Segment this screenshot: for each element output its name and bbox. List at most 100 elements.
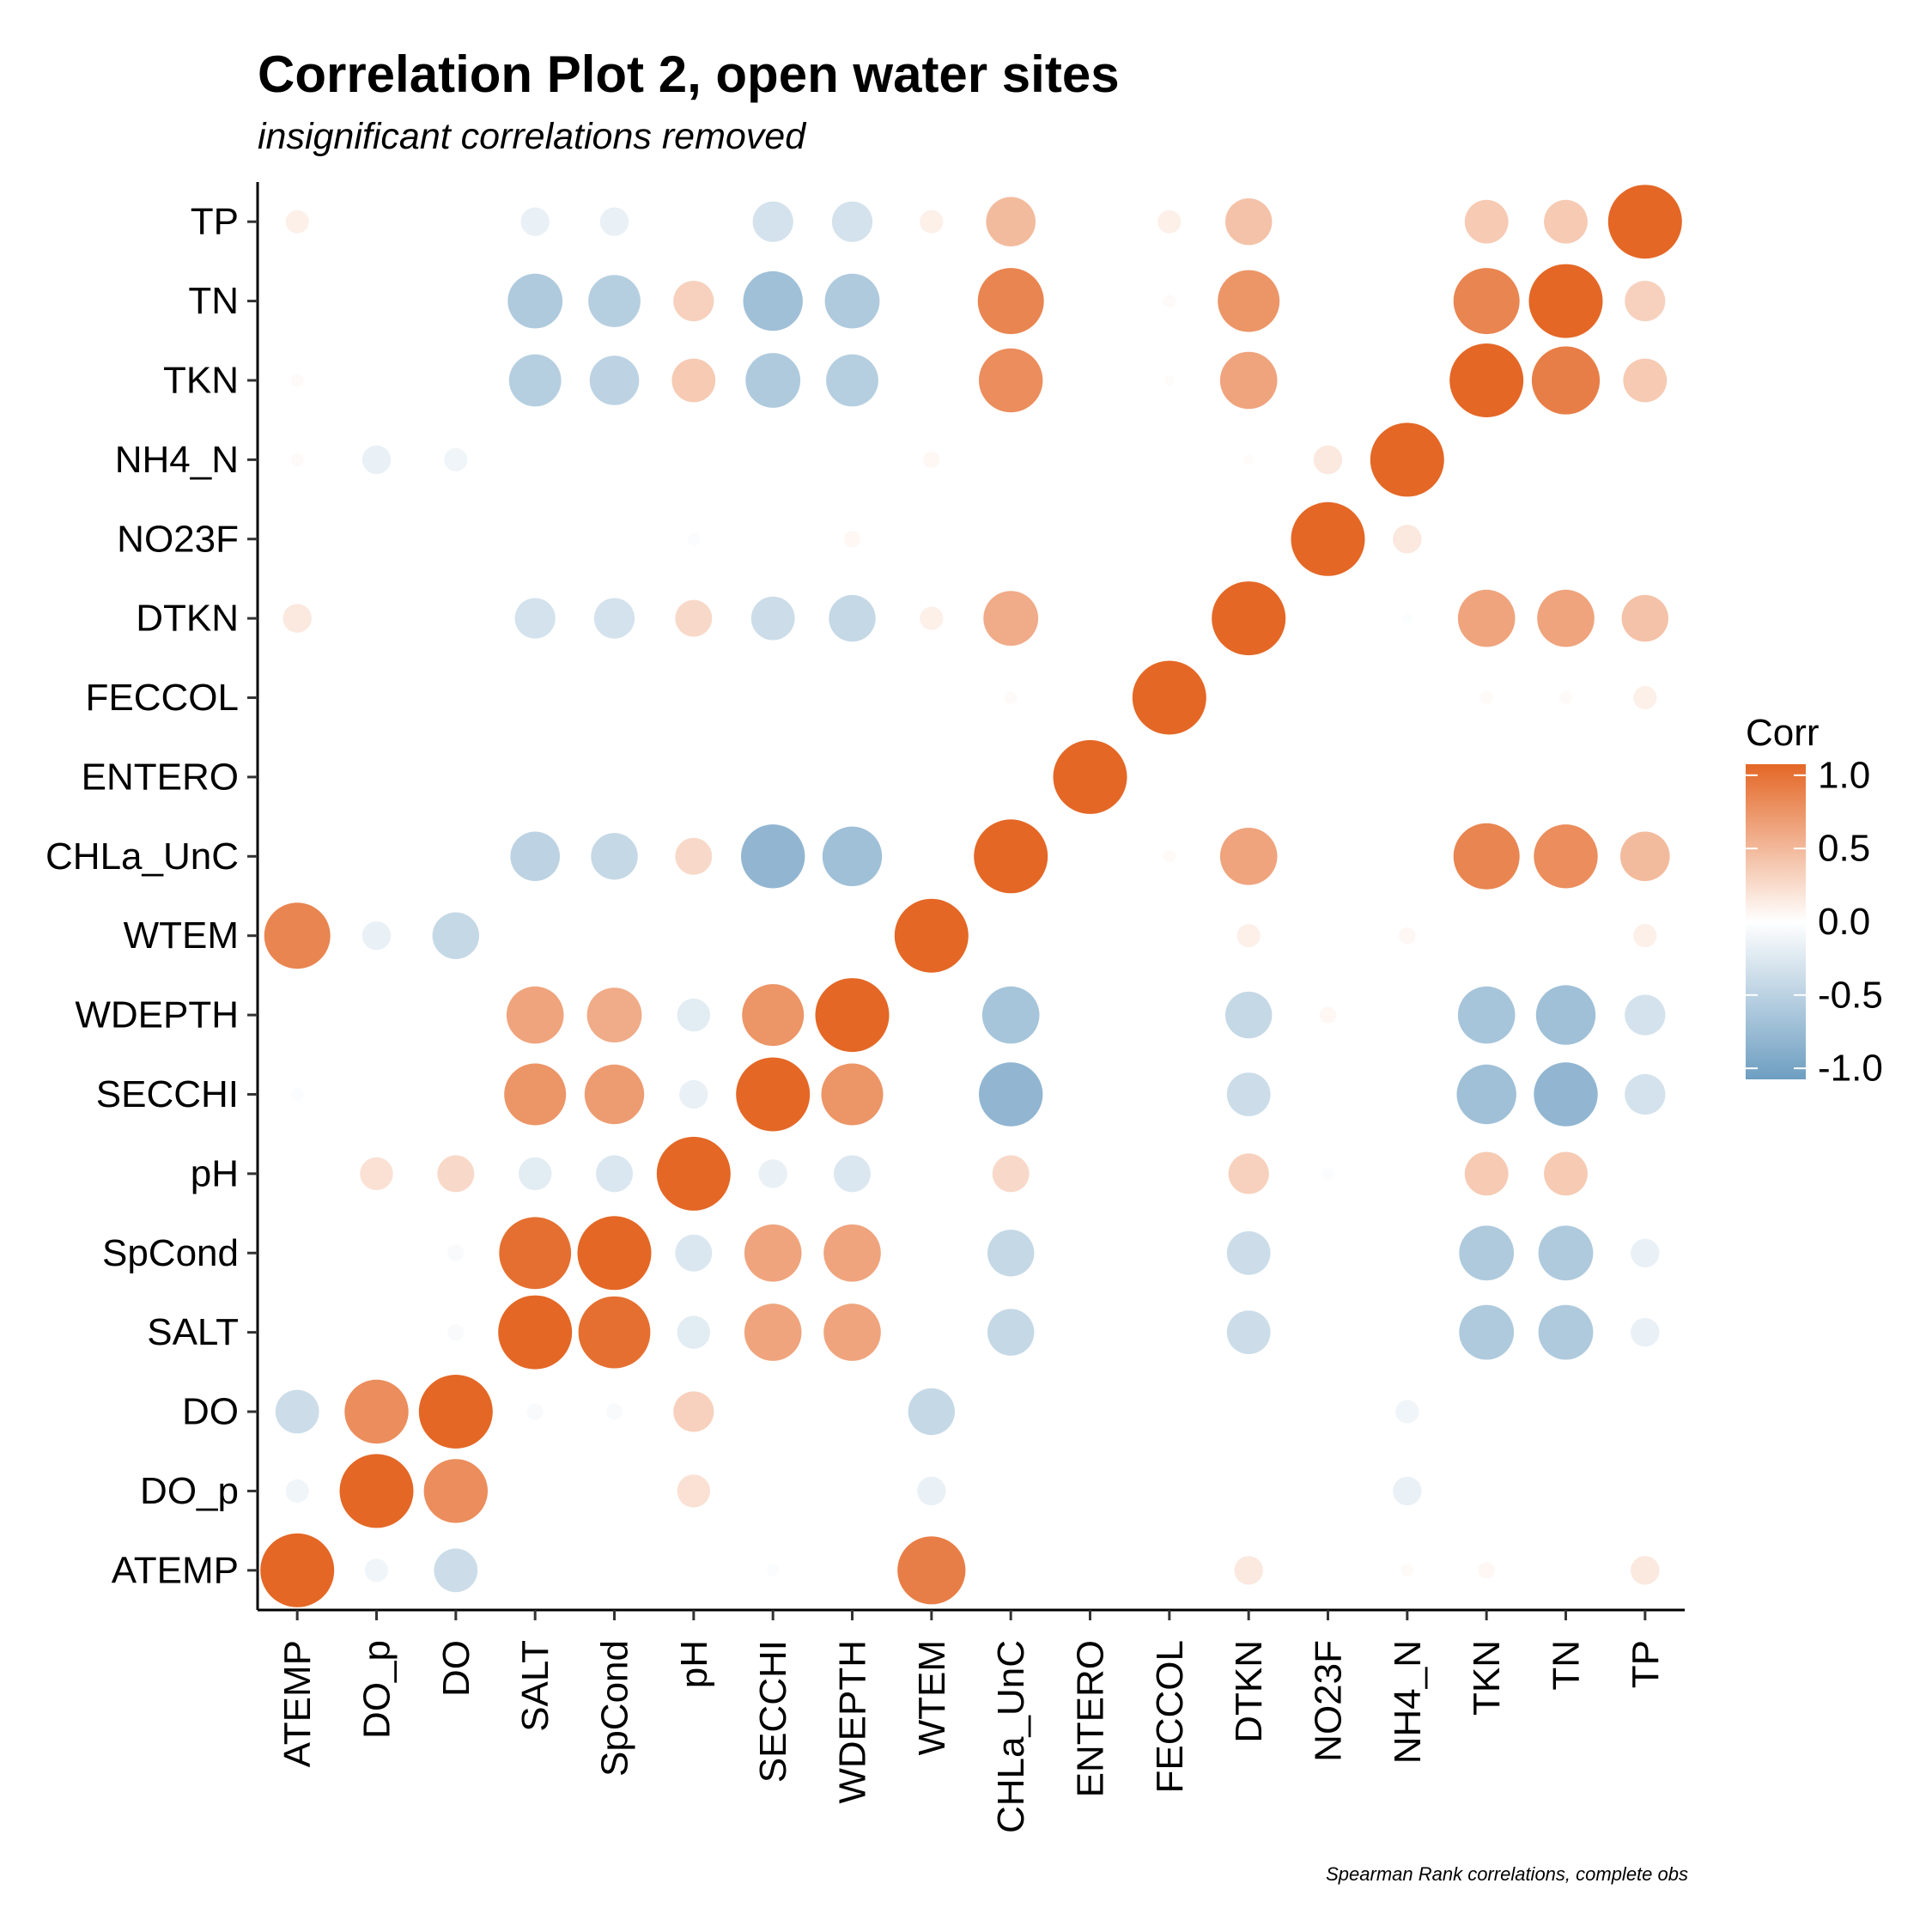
corr-circle-FECCOL-TN: [1559, 691, 1572, 704]
x-tick-label: SpCond: [594, 1640, 636, 1777]
corr-circle-DO_p-ATEMP: [285, 1479, 309, 1503]
y-tick-label: pH: [191, 1152, 239, 1194]
x-tick-label: TP: [1625, 1640, 1667, 1688]
corr-circle-TN-SpCond: [588, 275, 641, 327]
corr-circle-WTEM-DO: [432, 912, 479, 959]
x-tick-label: NO23F: [1308, 1640, 1350, 1762]
corr-circle-SpCond-TKN: [1459, 1225, 1515, 1281]
corr-circle-SECCHI-CHLa_UnC: [979, 1062, 1043, 1127]
corr-circle-TN-WDEPTH: [824, 273, 880, 329]
corr-circle-DTKN-DTKN: [1212, 581, 1286, 656]
corr-circle-CHLa_UnC-SECCHI: [741, 824, 805, 889]
corr-circle-WTEM-ATEMP: [264, 902, 331, 969]
corr-circle-WDEPTH-WDEPTH: [815, 978, 890, 1053]
corr-circle-SECCHI-TN: [1534, 1062, 1598, 1127]
corr-circle-WDEPTH-pH: [677, 998, 710, 1032]
corr-circle-WTEM-DTKN: [1236, 924, 1261, 948]
x-tick-label: FECCOL: [1149, 1640, 1191, 1793]
y-tick-label: NH4_N: [115, 439, 239, 481]
corr-circle-CHLa_UnC-SpCond: [591, 833, 638, 880]
corr-circle-SpCond-SALT: [499, 1217, 572, 1290]
corr-circle-DTKN-SpCond: [593, 598, 635, 639]
corr-circle-TP-WTEM: [920, 210, 944, 234]
corr-circle-SALT-TKN: [1459, 1304, 1515, 1360]
corr-circle-TP-TN: [1544, 199, 1588, 244]
corr-circle-pH-SpCond: [596, 1155, 633, 1193]
x-tick-label: CHLa_UnC: [990, 1640, 1032, 1833]
x-tick-label: ATEMP: [276, 1640, 319, 1767]
corr-circle-WTEM-DO_p: [361, 921, 392, 951]
corr-circle-FECCOL-CHLa_UnC: [1004, 691, 1018, 704]
corr-circle-SpCond-CHLa_UnC: [987, 1230, 1035, 1277]
corr-circle-WDEPTH-TP: [1625, 994, 1666, 1036]
corr-circle-TKN-TN: [1531, 346, 1601, 415]
x-tick-label: SALT: [514, 1640, 556, 1732]
corr-circle-FECCOL-FECCOL: [1132, 660, 1206, 735]
y-tick-label: TP: [191, 201, 239, 243]
corr-circle-DO-WTEM: [908, 1388, 956, 1436]
legend-tick-label: -1.0: [1818, 1048, 1883, 1090]
x-tick-label: TN: [1546, 1640, 1588, 1691]
corr-circle-DTKN-pH: [675, 599, 713, 637]
corr-circle-TKN-SpCond: [589, 355, 640, 405]
corr-circle-pH-DO: [437, 1155, 475, 1193]
corr-circle-TKN-WDEPTH: [826, 354, 878, 407]
corr-circle-SECCHI-SpCond: [584, 1064, 645, 1125]
corr-circle-SALT-SALT: [498, 1295, 573, 1370]
corr-circle-TN-FECCOL: [1163, 295, 1176, 307]
corr-circle-SECCHI-SECCHI: [736, 1057, 811, 1132]
corr-circle-ATEMP-TP: [1631, 1556, 1660, 1585]
corr-circle-TKN-DTKN: [1219, 351, 1278, 410]
y-tick-label: CHLa_UnC: [46, 835, 239, 878]
corr-circle-TKN-pH: [671, 358, 716, 403]
corr-circle-SECCHI-WDEPTH: [821, 1063, 884, 1126]
corr-circle-pH-TN: [1544, 1151, 1588, 1196]
corr-circle-DTKN-CHLa_UnC: [983, 591, 1039, 646]
corr-circle-SpCond-DO: [447, 1244, 465, 1261]
y-tick-label: SALT: [147, 1311, 239, 1353]
chart-caption: Spearman Rank correlations, complete obs: [1326, 1863, 1688, 1885]
corr-circle-TP-WDEPTH: [831, 201, 873, 242]
corr-circle-ATEMP-TKN: [1478, 1562, 1495, 1579]
corr-circle-NH4_N-DTKN: [1243, 454, 1255, 465]
corr-circle-WDEPTH-SECCHI: [742, 984, 805, 1047]
corr-circle-CHLa_UnC-CHLa_UnC: [974, 819, 1048, 894]
corr-circle-NO23F-WDEPTH: [843, 531, 861, 548]
corr-circle-pH-DO_p: [360, 1157, 393, 1191]
corr-circle-pH-TKN: [1464, 1151, 1509, 1196]
corr-circle-NO23F-NH4_N: [1393, 525, 1422, 554]
y-tick-label: DO: [182, 1391, 239, 1433]
corr-circle-DTKN-SECCHI: [750, 596, 795, 641]
corr-circle-TN-SALT: [507, 273, 563, 329]
corr-circle-DO_p-DO_p: [339, 1454, 414, 1528]
corr-circle-DO-SpCond: [605, 1403, 623, 1420]
y-tick-label: NO23F: [117, 518, 239, 560]
corr-circle-DTKN-TN: [1537, 589, 1595, 647]
corr-circle-FECCOL-TKN: [1479, 691, 1493, 704]
x-tick-label: DO: [435, 1640, 477, 1697]
corr-circle-SALT-SECCHI: [744, 1303, 802, 1361]
corr-circle-SpCond-TN: [1538, 1225, 1594, 1281]
y-tick-label: WDEPTH: [75, 994, 239, 1036]
corr-circle-CHLa_UnC-TP: [1620, 831, 1670, 882]
corr-circle-DO_p-NH4_N: [1393, 1476, 1422, 1506]
corr-circle-SpCond-pH: [675, 1234, 713, 1272]
corr-circle-WDEPTH-TKN: [1457, 986, 1516, 1044]
corr-circle-SpCond-SpCond: [577, 1216, 652, 1291]
corr-circle-WDEPTH-DTKN: [1225, 991, 1273, 1039]
corr-circle-pH-SECCHI: [758, 1159, 787, 1188]
corr-circle-TP-ATEMP: [285, 210, 309, 234]
corr-circle-DO-SALT: [526, 1403, 544, 1420]
x-tick-label: WDEPTH: [832, 1640, 874, 1804]
corr-circle-TKN-SALT: [508, 354, 562, 407]
corr-circle-DO-DO: [418, 1375, 493, 1449]
corr-circle-TP-SALT: [520, 207, 550, 236]
corr-circle-NH4_N-NO23F: [1313, 445, 1343, 475]
corr-circle-TN-TN: [1528, 264, 1603, 338]
corr-circle-NH4_N-DO: [444, 447, 468, 472]
corr-circle-WDEPTH-SpCond: [586, 987, 642, 1042]
corr-circle-SECCHI-pH: [679, 1079, 708, 1109]
corr-circle-SpCond-DTKN: [1226, 1230, 1271, 1275]
corr-circle-SpCond-WDEPTH: [823, 1224, 881, 1282]
